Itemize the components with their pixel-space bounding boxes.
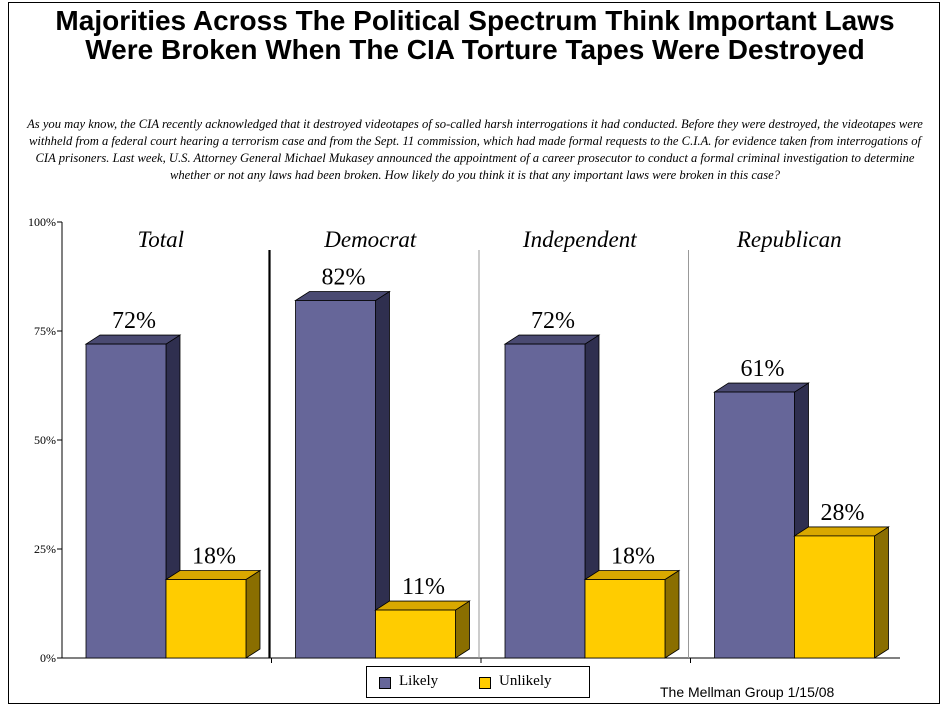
y-tick-label: 75%: [34, 324, 56, 338]
bar-likely: [504, 343, 586, 659]
y-tick-label: 50%: [34, 433, 56, 447]
bar-top-likely: [294, 291, 391, 301]
legend-label-likely: Likely: [399, 673, 439, 689]
legend-swatch-unlikely: [479, 677, 491, 689]
data-label: 18%: [611, 544, 655, 570]
bar-top-unlikely: [374, 600, 471, 611]
bar-top-likely: [713, 382, 810, 393]
legend-label-unlikely: Unlikely: [499, 673, 552, 689]
source-note: The Mellman Group 1/15/08: [660, 684, 835, 700]
chart-subtitle: As you may know, the CIA recently acknow…: [27, 117, 923, 182]
bar-unlikely: [375, 609, 456, 659]
data-label: 11%: [402, 574, 445, 600]
y-tick-label: 100%: [28, 215, 56, 229]
data-label: 72%: [531, 308, 575, 334]
data-label: 61%: [741, 356, 785, 382]
bar-likely: [85, 343, 167, 659]
bar-top-likely: [84, 334, 182, 345]
bar-top-unlikely: [164, 570, 262, 580]
data-label: 18%: [192, 544, 236, 570]
category-label: Democrat: [323, 227, 417, 252]
bar-likely: [714, 391, 795, 659]
y-tick-label: 0%: [40, 651, 56, 665]
bar-side-unlikely: [874, 526, 889, 659]
bar-top-likely: [503, 334, 601, 345]
bar-top-unlikely: [583, 570, 681, 580]
bar-unlikely: [794, 535, 875, 659]
category-label: Independent: [522, 227, 637, 252]
bar-unlikely: [584, 579, 666, 659]
chart-title: Majorities Across The Political Spectrum…: [55, 5, 895, 65]
data-label: 72%: [112, 308, 156, 334]
bar-likely: [295, 300, 376, 659]
bar-unlikely: [165, 579, 247, 659]
legend: Likely Unlikely: [366, 666, 590, 698]
bar-side-unlikely: [455, 600, 470, 659]
bar-side-unlikely: [245, 569, 261, 659]
data-label: 82%: [322, 264, 366, 290]
bar-side-unlikely: [664, 569, 680, 659]
bar-top-unlikely: [793, 526, 890, 537]
legend-swatch-likely: [379, 677, 391, 689]
data-label: 28%: [821, 500, 865, 526]
y-tick-label: 25%: [34, 542, 56, 556]
category-label: Republican: [736, 227, 842, 252]
category-label: Total: [138, 227, 184, 252]
